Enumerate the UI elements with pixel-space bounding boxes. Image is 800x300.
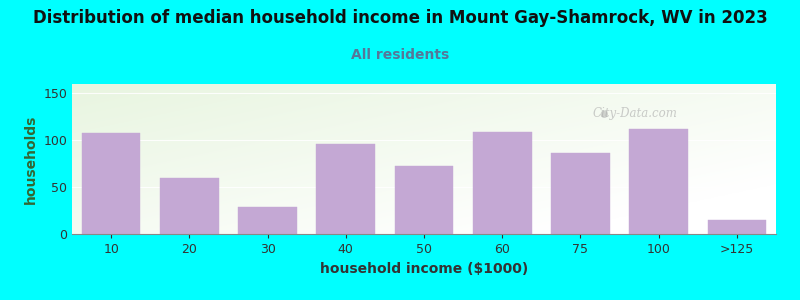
- Text: ●: ●: [599, 109, 608, 119]
- X-axis label: household income ($1000): household income ($1000): [320, 262, 528, 276]
- Bar: [394, 166, 454, 234]
- Bar: [473, 132, 531, 234]
- Bar: [707, 220, 766, 234]
- Bar: [630, 129, 688, 234]
- Bar: [82, 133, 141, 234]
- Y-axis label: households: households: [24, 114, 38, 204]
- Bar: [551, 153, 610, 234]
- Text: All residents: All residents: [351, 48, 449, 62]
- Bar: [317, 144, 375, 234]
- Text: Distribution of median household income in Mount Gay-Shamrock, WV in 2023: Distribution of median household income …: [33, 9, 767, 27]
- Bar: [160, 178, 218, 234]
- Bar: [238, 207, 297, 234]
- Text: City-Data.com: City-Data.com: [593, 107, 678, 121]
